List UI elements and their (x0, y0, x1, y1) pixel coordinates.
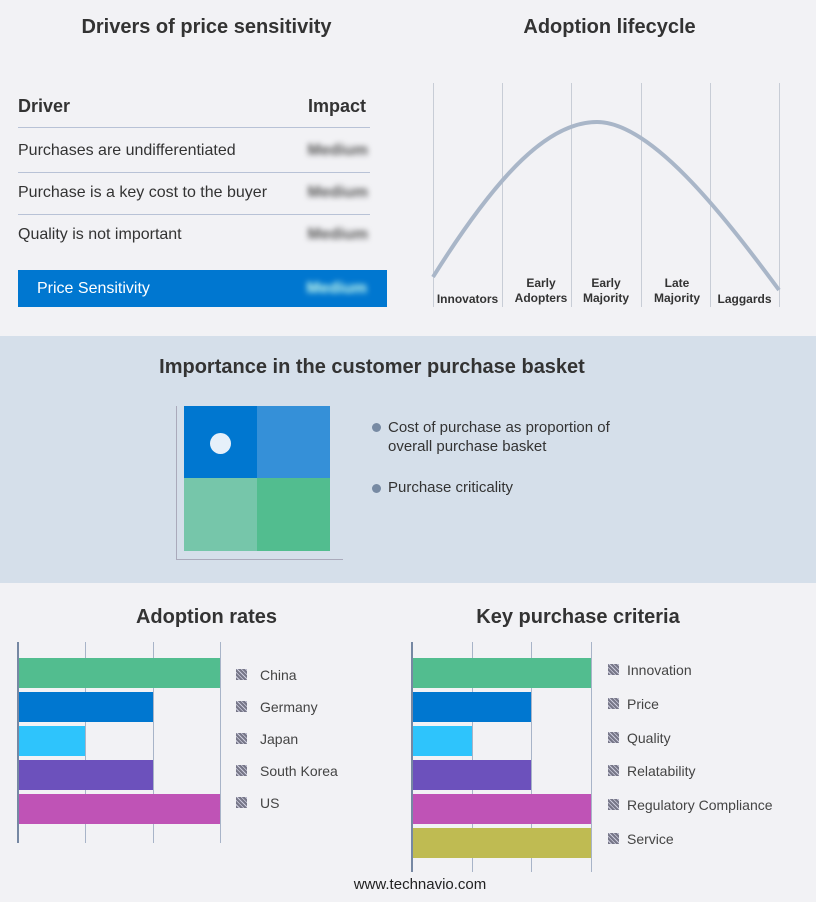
legend-swatch-icon (236, 733, 247, 744)
footer-url[interactable]: www.technavio.com (353, 876, 487, 893)
bullet-icon (372, 423, 381, 432)
bar-service (412, 828, 591, 858)
legend-swatch-icon (236, 701, 247, 712)
impact-value: Medium (307, 226, 368, 243)
legend-label: Japan (260, 731, 299, 747)
bar-south-korea (18, 760, 153, 790)
legend-label: Innovation (627, 662, 692, 678)
gridline (471, 642, 473, 872)
lifecycle-title: Adoption lifecycle (523, 16, 696, 38)
legend-label: Price (627, 695, 659, 712)
drivers-title: Drivers of price sensitivity (81, 16, 332, 38)
driver-label: Quality is not important (18, 226, 182, 243)
legend-swatch-icon (236, 669, 247, 680)
legend-label: Relatability (627, 763, 696, 780)
basket-legend-2: Purchase criticality (388, 479, 514, 496)
impact-value: Medium (307, 184, 368, 201)
gridline (531, 642, 533, 872)
legend-label: South Korea (260, 763, 338, 779)
basket-title: Importance in the customer purchase bask… (159, 356, 585, 378)
matrix-q2 (257, 406, 330, 478)
legend-swatch-icon (608, 731, 619, 743)
price-sensitivity-summary: Price Sensitivity Medium (18, 270, 387, 307)
legend-label: Germany (260, 699, 318, 715)
bar-us (18, 794, 220, 824)
bar-japan (18, 726, 86, 756)
legend-swatch-icon (236, 765, 247, 776)
y-axis (411, 642, 413, 872)
col-driver: Driver (18, 96, 71, 116)
position-marker (210, 433, 231, 454)
bar-price (412, 692, 532, 722)
impact-value: Medium (307, 142, 368, 159)
legend-swatch-icon (608, 765, 619, 777)
matrix-q3 (184, 478, 257, 551)
legend-label: US (260, 795, 280, 811)
bar-germany (18, 692, 153, 722)
gridline (85, 642, 87, 843)
driver-label: Purchase is a key cost to the buyer (18, 184, 268, 201)
drivers-header: Driver Impact (18, 85, 370, 128)
matrix-q4 (257, 478, 330, 551)
legend-label: Service (627, 831, 674, 847)
basket-legend-1: Cost of purchase as proportion of overal… (388, 419, 610, 455)
driver-label: Purchases are undifferentiated (18, 142, 236, 159)
adoption-rates-title: Adoption rates (135, 606, 278, 628)
gridline (591, 642, 592, 872)
stage-label: Early Majority (582, 276, 629, 305)
driver-row: Purchase is a key cost to the buyer Mediu… (18, 172, 370, 215)
stage-label: Laggards (717, 292, 772, 306)
stage-label: Late Majority (653, 276, 700, 305)
gridline (152, 642, 154, 843)
legend-swatch-icon (608, 697, 619, 709)
basket-section: Importance in the customer purchase bask… (0, 336, 816, 583)
stage-label: Innovators (436, 292, 499, 306)
legend-label: Quality (627, 729, 671, 746)
bar-relatability (412, 760, 532, 790)
legend-swatch-icon (608, 799, 619, 811)
driver-row: Purchases are undifferentiated Medium (18, 130, 370, 173)
legend-label: China (260, 667, 297, 683)
summary-label: Price Sensitivity (37, 280, 150, 297)
lifecycle-gridline (571, 83, 572, 307)
stage-label: Early Adopters (514, 276, 568, 305)
legend-swatch-icon (608, 664, 619, 675)
bar-quality (412, 726, 472, 756)
legend-swatch-icon (608, 833, 619, 844)
legend-label: Regulatory Compliance (627, 797, 773, 814)
lifecycle-gridline (502, 83, 503, 307)
lifecycle-gridline (779, 83, 780, 307)
adoption-curve (431, 119, 781, 292)
lifecycle-gridline (433, 83, 434, 307)
summary-impact: Medium (306, 280, 367, 297)
kpc-title: Key purchase criteria (476, 606, 680, 628)
bar-innovation (412, 658, 591, 688)
bar-china (18, 658, 220, 688)
bar-regulatory-compliance (412, 794, 591, 824)
driver-row: Quality is not important Medium (18, 214, 370, 256)
lifecycle-gridline (710, 83, 711, 307)
col-impact: Impact (307, 96, 366, 116)
y-axis (17, 642, 19, 843)
lifecycle-gridline (641, 83, 642, 307)
gridline (220, 642, 221, 843)
legend-swatch-icon (236, 797, 247, 808)
bullet-icon (372, 484, 381, 493)
matrix-axis (176, 406, 343, 560)
